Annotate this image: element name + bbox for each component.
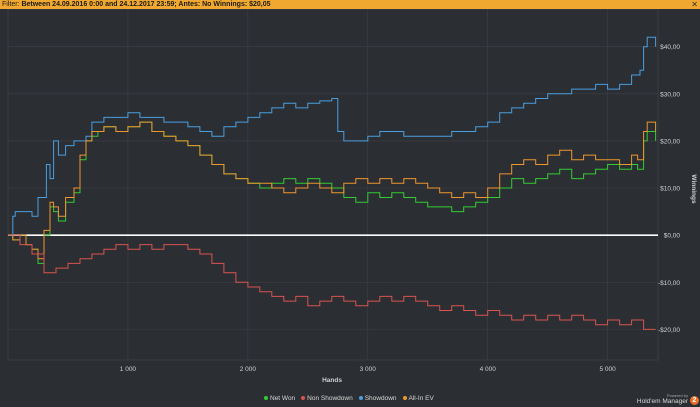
legend-label: Showdown: [364, 395, 397, 402]
legend-label: Non Showdown: [307, 395, 353, 402]
x-tick-label: 1 000: [120, 366, 137, 373]
y-tick-label: $0,00: [664, 233, 681, 240]
brand-logo-icon: 2: [690, 396, 699, 405]
series-line-all-in-ev: [8, 121, 657, 260]
filter-bar: Filter: Between 24.09.2016 0:00 and 24.1…: [0, 0, 700, 9]
legend-label: Net Won: [270, 395, 296, 402]
plot-area: [7, 9, 659, 361]
filter-label: Filter:: [2, 1, 20, 8]
x-tick-label: 5 000: [599, 366, 616, 373]
legend-label: All-In EV: [408, 395, 434, 402]
brand-name: Hold'em Manager: [636, 398, 688, 405]
filter-text: Between 24.09.2016 0:00 and 24.12.2017 2…: [21, 1, 271, 8]
x-tick-label: 4 000: [480, 366, 497, 373]
legend-marker: [301, 396, 306, 401]
brand: Powered by Hold'em Manager: [637, 393, 688, 405]
legend-item[interactable]: Non Showdown: [301, 395, 353, 402]
series-line-net-won: [8, 121, 657, 264]
close-icon[interactable]: ✕: [691, 0, 698, 9]
y-tick-label: $10,00: [660, 186, 680, 193]
series-line-non-showdown: [8, 234, 656, 330]
legend-item[interactable]: Showdown: [358, 395, 397, 402]
y-tick-label: -$20,00: [658, 327, 680, 334]
legend-marker: [264, 396, 268, 401]
y-tick-labels: $40,00 $30,00 $20,00 $10,00 $0,00 -$10,00 -$20…: [658, 44, 680, 334]
powered-by-text: Powered by: [666, 393, 688, 398]
y-tick-label: $20,00: [660, 138, 680, 145]
legend-marker: [358, 396, 363, 401]
x-axis-label: Hands: [322, 377, 342, 384]
x-tick-label: 2 000: [240, 366, 257, 373]
winnings-chart: 1 000 2 000 3 000 4 000 5 000 $40,00 $30,00 $2…: [7, 9, 697, 384]
legend-item[interactable]: All-In EV: [402, 395, 434, 402]
y-tick-label: $30,00: [660, 91, 680, 98]
y-tick-label: -$10,00: [658, 280, 680, 287]
chart-legend: Net Won Non Showdown Showdown All-In EV: [264, 395, 440, 402]
x-tick-labels: 1 000 2 000 3 000 4 000 5 000: [120, 366, 616, 373]
legend-item[interactable]: Net Won: [264, 395, 295, 402]
y-axis-label: Winnings: [690, 174, 697, 204]
series-line-showdown: [8, 36, 657, 236]
series-group: [8, 36, 657, 330]
y-tick-label: $40,00: [660, 44, 680, 51]
legend-marker: [402, 396, 407, 401]
x-tick-label: 3 000: [360, 366, 377, 373]
